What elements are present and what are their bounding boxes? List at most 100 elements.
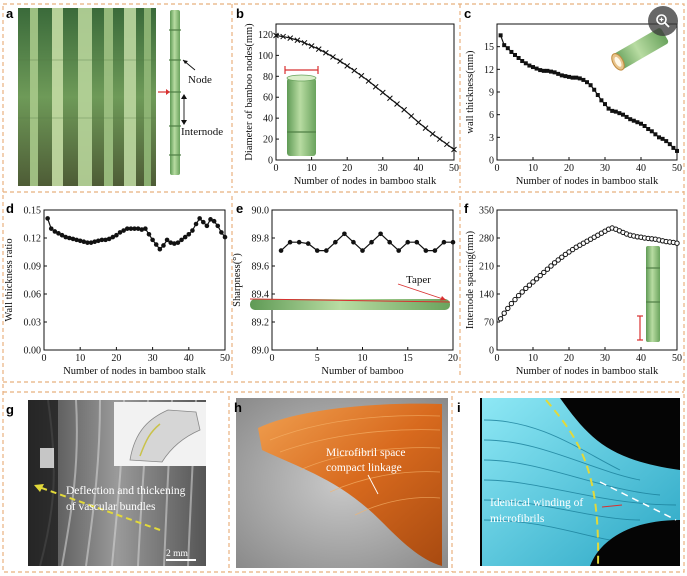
y-tick-label: 210 (479, 262, 494, 273)
y-tick-label: 80 (263, 72, 273, 83)
data-point (429, 130, 436, 137)
y-tick-label: 140 (479, 290, 494, 301)
data-point (337, 58, 343, 64)
x-tick-label: 0 (274, 163, 279, 174)
x-axis-title: Number of bamboo (321, 366, 403, 377)
data-point (287, 35, 294, 41)
plot-frame-b (275, 23, 455, 161)
data-point (85, 240, 90, 245)
data-point (556, 71, 561, 76)
data-point (99, 237, 105, 243)
x-tick-label: 10 (358, 353, 368, 364)
x-tick-label: 50 (449, 163, 459, 174)
panel-letter-h: h (234, 400, 242, 415)
data-point (301, 39, 308, 46)
y-tick-label: 89.2 (252, 318, 270, 329)
panel-h: Microfibril space compact linkage (236, 398, 448, 568)
data-point (52, 229, 58, 234)
data-point (128, 226, 134, 231)
data-point (157, 246, 163, 252)
data-point (436, 136, 443, 142)
plot-frame-d (43, 209, 226, 351)
data-point (415, 119, 422, 126)
chart-c: 0 10 20 30 40 50 0 3 6 9 12 15 Number of nodes in ba… (465, 23, 682, 187)
x-tick-label: 40 (184, 353, 194, 364)
data-point (450, 239, 456, 245)
x-tick-label: 20 (564, 163, 574, 174)
data-point (566, 249, 572, 255)
data-point (544, 266, 551, 272)
data-point (308, 43, 315, 49)
data-point (197, 216, 202, 221)
data-point (624, 114, 629, 119)
panel-i: Identical winding of microfibrils (480, 398, 680, 567)
y-axis-title: Diameter of bamboo nodes(mm) (244, 23, 255, 161)
y-tick-label: 0.12 (24, 234, 42, 245)
y-axis-title: Sharpness(°) (232, 253, 243, 307)
data-point (168, 240, 173, 245)
data-point (121, 228, 126, 233)
y-tick-label: 6 (489, 110, 494, 121)
bamboo-stalks (18, 8, 156, 186)
x-tick-label: 20 (564, 353, 574, 364)
data-point (81, 239, 87, 245)
zoom-icon (656, 14, 670, 28)
panel-letter-b: b (236, 6, 244, 21)
data-point (527, 63, 532, 68)
data-point (646, 127, 651, 132)
y-tick-label: 60 (263, 93, 273, 104)
data-point (414, 239, 420, 245)
inset-f-bamboo-segment (637, 246, 660, 342)
x-tick-label: 30 (378, 163, 388, 174)
data-point (358, 72, 365, 79)
y-tick-label: 100 (258, 51, 273, 62)
x-tick-label: 0 (495, 353, 500, 364)
x-axis-title: Number of nodes in bamboo stalk (516, 366, 659, 377)
data-point (77, 238, 83, 244)
y-axis-title: Wall thickness ratio (4, 238, 15, 321)
y-tick-label: 15 (484, 42, 494, 53)
data-point (671, 145, 676, 150)
data-point (660, 136, 665, 141)
panel-dividers (2, 3, 685, 573)
y-tick-label: 350 (479, 206, 494, 217)
data-point (56, 231, 61, 236)
x-tick-label: 10 (528, 353, 538, 364)
panel-letter-g: g (6, 402, 14, 417)
y-tick-label: 90.0 (252, 206, 270, 217)
data-point (396, 248, 402, 253)
data-point (621, 112, 625, 117)
panel-letter-f: f (464, 201, 469, 216)
x-axis-title: Number of nodes in bamboo stalk (294, 176, 437, 187)
data-point (219, 230, 224, 235)
data-point (365, 78, 372, 84)
data-point (322, 49, 329, 56)
data-point (211, 218, 217, 224)
x-tick-label: 10 (75, 353, 85, 364)
data-point (555, 257, 561, 263)
data-point (657, 135, 661, 140)
x-tick-label: 40 (636, 353, 646, 364)
y-tick-label: 89.0 (252, 346, 270, 357)
zoom-button[interactable] (648, 6, 678, 36)
data-point (574, 75, 579, 80)
data-point (179, 237, 184, 243)
y-tick-label: 3 (489, 133, 494, 144)
data-point (444, 141, 450, 148)
data-point (344, 62, 351, 69)
data-point (394, 101, 400, 107)
data-point (215, 223, 221, 229)
plot-frame-f (496, 209, 678, 351)
data-point (505, 46, 510, 51)
data-point (387, 95, 393, 102)
data-point (63, 234, 69, 240)
x-tick-label: 50 (672, 163, 682, 174)
x-tick-label: 20 (448, 353, 458, 364)
data-point (146, 231, 152, 237)
data-point (523, 285, 529, 292)
taper-label: Taper (406, 274, 431, 286)
data-point (526, 282, 533, 288)
data-point (280, 33, 286, 40)
data-point (508, 300, 515, 307)
data-point (610, 108, 615, 113)
